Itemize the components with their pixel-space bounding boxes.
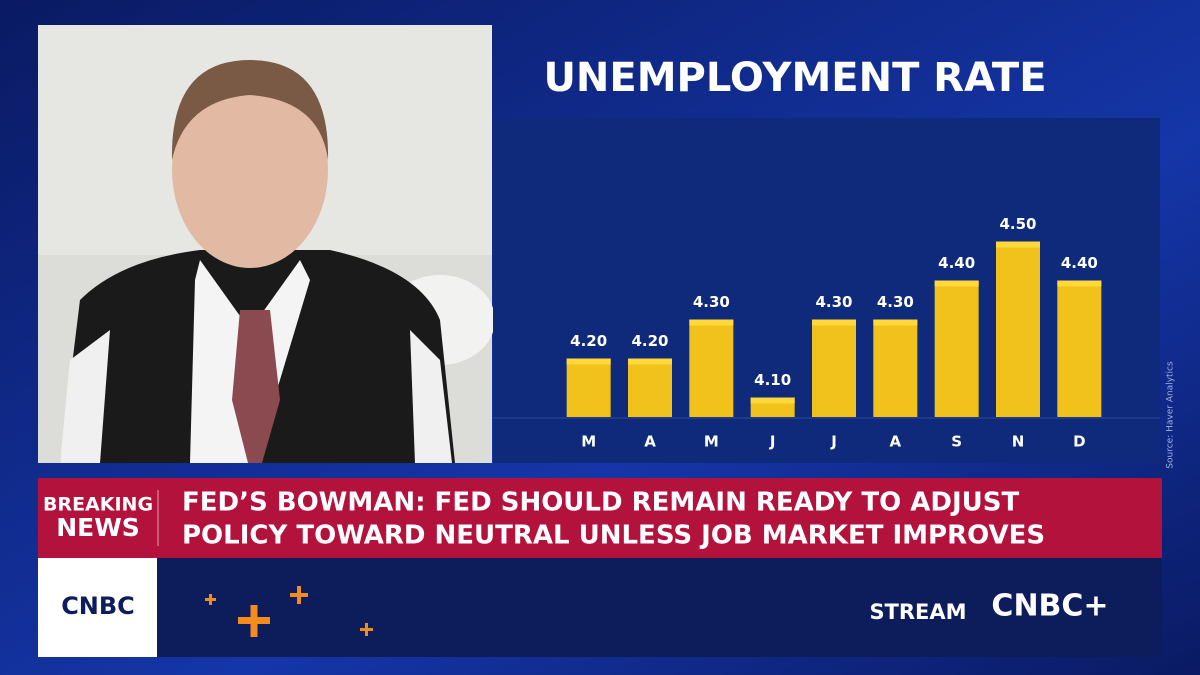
x-tick-label: J	[769, 433, 776, 451]
video-feed	[38, 25, 495, 463]
bar-cap	[628, 358, 672, 365]
bar	[628, 358, 672, 417]
breaking-banner	[38, 478, 1162, 558]
chart-title: UNEMPLOYMENT RATE	[543, 55, 1046, 101]
data-label: 4.40	[938, 254, 975, 272]
data-label: 4.30	[815, 293, 852, 311]
x-tick-label: J	[830, 433, 837, 451]
data-label: 4.20	[570, 332, 607, 350]
data-label: 4.10	[754, 371, 791, 389]
breaking-label: NEWS	[56, 513, 140, 542]
logo: CNBC	[61, 592, 135, 620]
ticker-bar	[38, 558, 1162, 657]
x-tick-label: M	[704, 433, 719, 451]
plot: M 4.20 A 4.20 M 4.30 J 4.10 J 4.30 A 4.30 S 4.40 N 4.50…	[566, 215, 1102, 451]
headline: POLICY TOWARD NEUTRAL UNLESS JOB MARKET …	[182, 521, 1045, 551]
data-label: 4.50	[999, 215, 1036, 233]
bar	[873, 319, 918, 417]
bar-cap	[996, 241, 1040, 248]
data-label: 4.30	[693, 293, 730, 311]
bar	[934, 280, 979, 417]
breaking-label: BREAKING	[43, 494, 153, 516]
bar	[996, 241, 1040, 417]
data-label: 4.40	[1061, 254, 1098, 272]
x-tick-label: D	[1073, 433, 1085, 451]
stream-logo: CNBC+	[991, 589, 1108, 624]
bar	[1057, 280, 1102, 417]
data-label: 4.20	[631, 332, 668, 350]
x-tick-label: N	[1012, 433, 1025, 451]
logo-box	[38, 558, 157, 657]
bar-cap	[812, 319, 856, 326]
x-tick-label: M	[581, 433, 596, 451]
x-tick-label: A	[644, 433, 656, 451]
bar	[689, 319, 734, 417]
bar-cap	[566, 358, 611, 365]
bar-cap	[873, 319, 918, 326]
source: Source: Haver Analytics	[1166, 361, 1176, 469]
bar-cap	[1057, 280, 1102, 287]
x-tick-label: A	[890, 433, 902, 451]
headline: FED’S BOWMAN: FED SHOULD REMAIN READY TO…	[182, 488, 1019, 518]
bar	[812, 319, 856, 417]
x-tick-label: S	[951, 433, 962, 451]
data-label: 4.30	[877, 293, 914, 311]
stream-label: STREAM	[869, 600, 966, 624]
bar-cap	[750, 397, 795, 404]
bar	[566, 358, 611, 417]
decoration	[205, 586, 373, 637]
bar-cap	[934, 280, 979, 287]
bar-cap	[689, 319, 734, 326]
